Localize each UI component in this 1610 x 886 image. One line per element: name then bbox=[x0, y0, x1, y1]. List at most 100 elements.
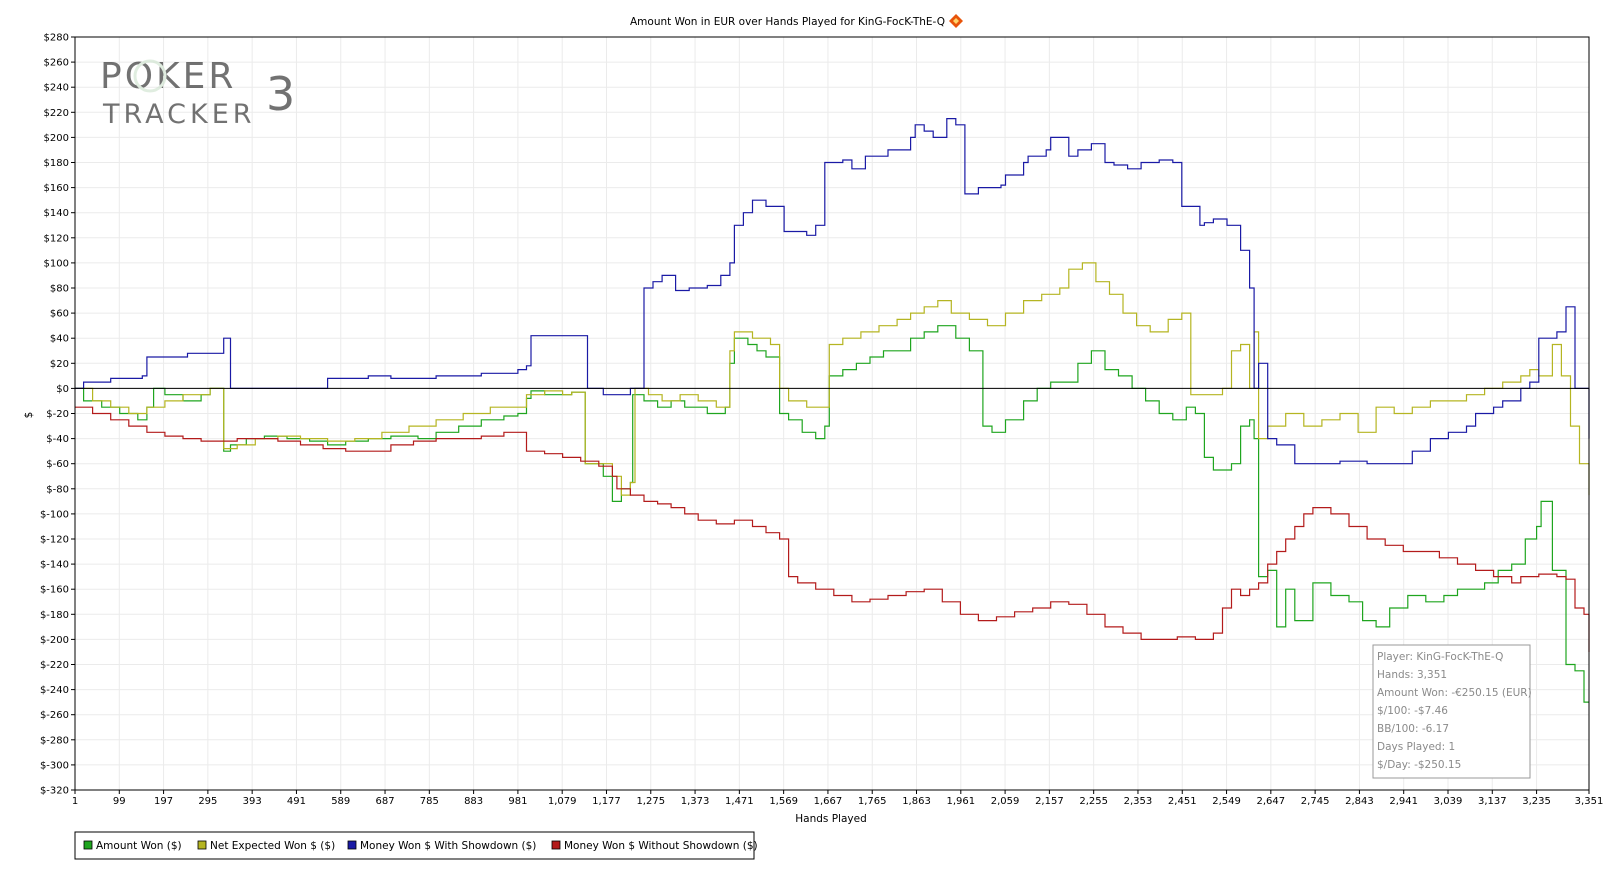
y-tick-label: $280 bbox=[44, 33, 69, 44]
poker-chip-icon bbox=[133, 59, 167, 93]
x-tick-label: 1 bbox=[72, 796, 78, 807]
y-tick-label: $100 bbox=[44, 258, 69, 269]
y-tick-label: $-180 bbox=[40, 610, 69, 621]
tooltip-line: BB/100: -6.17 bbox=[1377, 723, 1449, 735]
x-tick-label: 2,059 bbox=[991, 796, 1020, 807]
y-tick-label: $180 bbox=[44, 158, 69, 169]
series-line-3 bbox=[75, 118, 1590, 465]
legend: Amount Won ($) Net Expected Won $ ($) Mone… bbox=[74, 831, 758, 860]
y-tick-label: $120 bbox=[44, 233, 69, 244]
y-tick-label: $260 bbox=[44, 58, 69, 69]
x-tick-label: 3,137 bbox=[1478, 796, 1507, 807]
legend-swatch bbox=[197, 840, 207, 850]
hover-tooltip: Player: KinG-FocK-ThE-Q Hands: 3,351 Amoun… bbox=[1372, 644, 1532, 779]
y-tick-label: $-140 bbox=[40, 560, 69, 571]
x-tick-label: 2,843 bbox=[1345, 796, 1374, 807]
x-tick-label: 687 bbox=[375, 796, 394, 807]
x-tick-label: 2,353 bbox=[1124, 796, 1153, 807]
x-tick-label: 2,255 bbox=[1079, 796, 1108, 807]
x-tick-label: 1,765 bbox=[858, 796, 887, 807]
x-tick-label: 3,235 bbox=[1522, 796, 1551, 807]
x-tick-label: 491 bbox=[287, 796, 306, 807]
x-tick-label: 99 bbox=[113, 796, 126, 807]
watermark-line1: POKER bbox=[100, 56, 236, 97]
x-tick-label: 3,351 bbox=[1575, 796, 1604, 807]
tooltip-line: Days Played: 1 bbox=[1377, 741, 1455, 753]
y-tick-label: $-40 bbox=[46, 434, 69, 445]
watermark-line2: TRACKER bbox=[102, 99, 256, 130]
x-tick-label: 981 bbox=[508, 796, 527, 807]
pokertracker-watermark: POKER TRACKER 3 bbox=[100, 56, 295, 130]
y-tick-label: $-220 bbox=[40, 660, 69, 671]
y-tick-label: $140 bbox=[44, 208, 69, 219]
y-tick-label: $20 bbox=[50, 359, 69, 370]
y-tick-label: $0 bbox=[56, 384, 69, 395]
x-axis: 1 99 197 295 393 491 589 687 785 883 981 1,079 1,177… bbox=[72, 790, 1604, 807]
y-tick-label: $-20 bbox=[46, 409, 69, 420]
y-tick-label: $200 bbox=[44, 133, 69, 144]
pokertracker-diamond-icon bbox=[949, 14, 963, 28]
x-tick-label: 1,275 bbox=[636, 796, 665, 807]
y-tick-label: $-320 bbox=[40, 786, 69, 797]
tooltip-line: $/Day: -$250.15 bbox=[1377, 759, 1461, 771]
x-tick-label: 1,667 bbox=[814, 796, 843, 807]
y-tick-label: $60 bbox=[50, 309, 69, 320]
y-tick-label: $-100 bbox=[40, 509, 69, 520]
grid bbox=[74, 36, 1590, 791]
x-tick-label: 2,941 bbox=[1389, 796, 1418, 807]
y-axis-title: $ bbox=[23, 412, 35, 419]
tooltip-line: Player: KinG-FocK-ThE-Q bbox=[1377, 651, 1503, 663]
legend-swatch bbox=[83, 840, 93, 850]
x-tick-label: 197 bbox=[154, 796, 173, 807]
series-line-2 bbox=[75, 262, 1590, 496]
series-lines bbox=[75, 118, 1590, 703]
y-tick-label: $-240 bbox=[40, 685, 69, 696]
legend-swatch bbox=[347, 840, 357, 850]
legend-label: Amount Won ($) bbox=[96, 840, 182, 852]
x-tick-label: 2,647 bbox=[1257, 796, 1286, 807]
y-tick-label: $-300 bbox=[40, 760, 69, 771]
x-tick-label: 3,039 bbox=[1434, 796, 1463, 807]
x-tick-label: 1,961 bbox=[946, 796, 975, 807]
y-tick-label: $-120 bbox=[40, 535, 69, 546]
y-tick-label: $-260 bbox=[40, 710, 69, 721]
x-tick-label: 2,157 bbox=[1035, 796, 1064, 807]
series-line-1 bbox=[75, 325, 1589, 703]
y-tick-label: $-160 bbox=[40, 585, 69, 596]
x-tick-label: 1,863 bbox=[902, 796, 931, 807]
series-line-4 bbox=[75, 406, 1590, 652]
x-tick-label: 1,569 bbox=[769, 796, 798, 807]
chart-title: Amount Won in EUR over Hands Played for … bbox=[630, 16, 945, 28]
legend-swatch bbox=[551, 840, 561, 850]
y-tick-label: $40 bbox=[50, 334, 69, 345]
x-tick-label: 393 bbox=[243, 796, 262, 807]
y-tick-label: $160 bbox=[44, 183, 69, 194]
x-tick-label: 2,451 bbox=[1168, 796, 1197, 807]
x-tick-label: 2,745 bbox=[1301, 796, 1330, 807]
x-tick-label: 1,373 bbox=[681, 796, 710, 807]
legend-label: Money Won $ With Showdown ($) bbox=[360, 840, 536, 852]
x-tick-label: 883 bbox=[464, 796, 483, 807]
y-tick-label: $-200 bbox=[40, 635, 69, 646]
y-tick-label: $-60 bbox=[46, 459, 69, 470]
x-tick-label: 1,079 bbox=[548, 796, 577, 807]
y-tick-label: $80 bbox=[50, 284, 69, 295]
x-tick-label: 785 bbox=[420, 796, 439, 807]
y-axis: $280 $260 $240 $220 $200 $180 $160 $140 $120 $100… bbox=[40, 33, 75, 797]
watermark-badge: 3 bbox=[266, 67, 295, 121]
y-tick-label: $240 bbox=[44, 83, 69, 94]
tooltip-line: $/100: -$7.46 bbox=[1377, 705, 1448, 717]
y-tick-label: $-80 bbox=[46, 484, 69, 495]
x-tick-label: 295 bbox=[198, 796, 217, 807]
x-tick-label: 1,177 bbox=[592, 796, 621, 807]
x-tick-label: 589 bbox=[331, 796, 350, 807]
legend-label: Net Expected Won $ ($) bbox=[210, 840, 335, 852]
tooltip-line: Hands: 3,351 bbox=[1377, 669, 1447, 681]
y-tick-label: $220 bbox=[44, 108, 69, 119]
legend-label: Money Won $ Without Showdown ($) bbox=[564, 840, 758, 852]
x-tick-label: 1,471 bbox=[725, 796, 754, 807]
tooltip-line: Amount Won: -€250.15 (EUR) bbox=[1377, 687, 1532, 699]
x-axis-title: Hands Played bbox=[795, 813, 866, 825]
